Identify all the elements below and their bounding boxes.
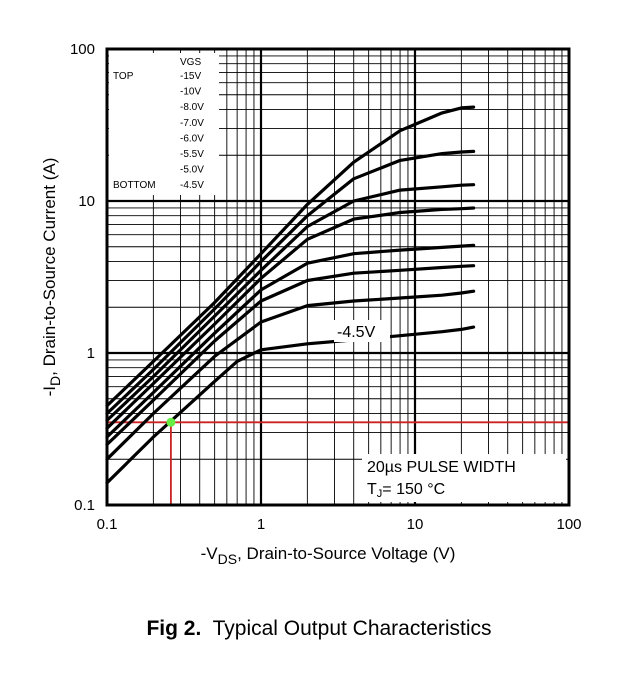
y-tick-label: 0.1 — [74, 497, 95, 514]
x-axis-title-suffix: , Drain-to-Source Voltage (V) — [237, 544, 455, 563]
temperature-note-subscript: J — [377, 488, 383, 500]
curve-5 — [105, 243, 476, 439]
curve-label-background — [334, 320, 390, 342]
reference-lines — [107, 421, 569, 505]
x-axis-title-subscript: DS — [218, 551, 237, 567]
output-characteristics-chart: VGS TOP BOTTOM -15V -10V -8.0V -7.0V -6.0V -5… — [40, 41, 582, 567]
y-axis-title: -ID, Drain-to-Source Current (A) — [40, 158, 63, 397]
y-tick-label: 10 — [78, 193, 95, 210]
figure-caption-number: Fig 2. — [146, 617, 202, 640]
y-axis-title-suffix: , Drain-to-Source Current (A) — [40, 158, 59, 376]
grid-minor — [107, 49, 569, 505]
legend-top-label: TOP — [113, 71, 134, 82]
legend-entry: -6.0V — [180, 133, 204, 144]
curve-4 — [105, 206, 476, 430]
legend-header: VGS — [180, 57, 201, 68]
y-tick-label: 1 — [87, 345, 95, 362]
curve-label: -4.5V — [337, 324, 376, 341]
x-tick-label: 0.1 — [97, 516, 118, 533]
legend-entry: -4.5V — [180, 180, 204, 191]
legend-entries: -15V -10V -8.0V -7.0V -6.0V -5.5V -5.0V -4.5V — [180, 71, 204, 191]
plot-frame — [105, 47, 571, 507]
y-tick-label: 100 — [70, 41, 95, 58]
curve-7 — [105, 289, 476, 461]
y-tick-labels: 100 10 1 0.1 — [70, 41, 95, 514]
legend: VGS TOP BOTTOM -15V -10V -8.0V -7.0V -6.0V -5… — [109, 53, 219, 195]
x-tick-label: 10 — [407, 516, 424, 533]
y-axis-title-subscript: D — [47, 376, 63, 386]
y-axis-title-prefix: -I — [40, 386, 59, 396]
curve-8 — [105, 325, 476, 485]
curves — [105, 105, 476, 485]
temperature-note: TJ= 150 °C — [367, 481, 445, 500]
pulse-width-note: 20µs PULSE WIDTH — [367, 459, 516, 476]
figure-caption-text: Typical Output Characteristics — [212, 617, 492, 640]
curve-6 — [105, 264, 476, 447]
legend-entry: -5.0V — [180, 165, 204, 176]
legend-entry: -5.5V — [180, 149, 204, 160]
legend-entry: -7.0V — [180, 118, 204, 129]
figure-caption: Fig 2. Typical Output Characteristics — [0, 617, 638, 641]
x-tick-labels: 0.1 1 10 100 — [97, 516, 582, 533]
curve-3 — [105, 183, 476, 422]
temperature-note-suffix: = 150 °C — [382, 481, 445, 498]
note-box — [362, 454, 566, 502]
legend-entry: -8.0V — [180, 102, 204, 113]
x-axis-title-prefix: -V — [201, 544, 219, 563]
curve-2 — [105, 149, 476, 416]
legend-entry: -15V — [180, 71, 201, 82]
reference-point-marker — [166, 417, 176, 427]
x-tick-label: 100 — [556, 516, 581, 533]
curve-1 — [105, 105, 476, 408]
legend-background — [109, 53, 219, 195]
legend-entry: -10V — [180, 87, 201, 98]
temperature-note-prefix: T — [367, 481, 377, 498]
legend-bottom-label: BOTTOM — [113, 180, 156, 191]
x-tick-label: 1 — [257, 516, 265, 533]
x-axis-title: -VDS, Drain-to-Source Voltage (V) — [201, 544, 456, 567]
